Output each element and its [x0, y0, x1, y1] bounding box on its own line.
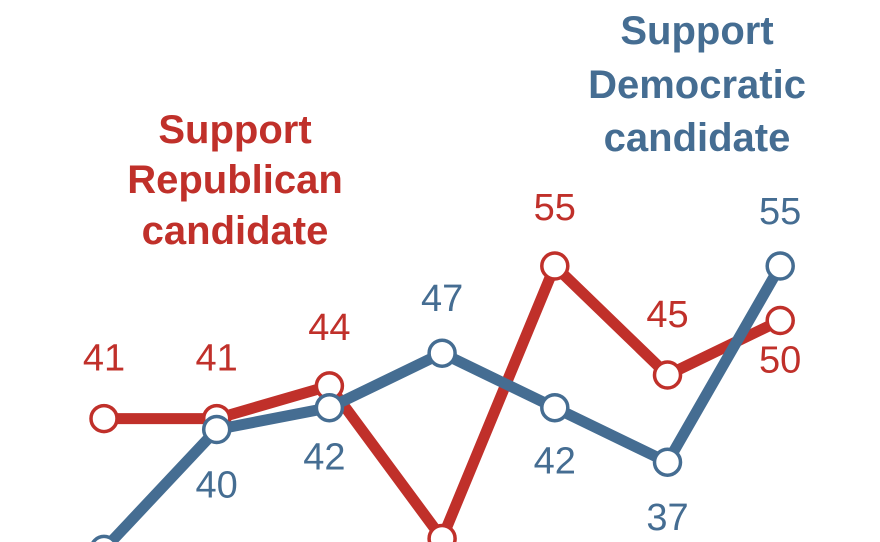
- democratic-point: [91, 534, 117, 542]
- republican-point: [89, 403, 119, 434]
- republican-value-label: 41: [83, 338, 125, 380]
- democratic-value-label: 40: [196, 465, 238, 507]
- republican-point: [427, 523, 457, 542]
- republican-point: [765, 305, 795, 336]
- democratic-point: [201, 414, 232, 445]
- democratic-point: [427, 338, 457, 368]
- series-labels: Support Republican candidate Support Dem…: [127, 9, 806, 253]
- democratic-value-label: 55: [759, 191, 801, 233]
- democratic-point: [652, 447, 683, 477]
- republican-label-line-1: Support: [158, 108, 311, 152]
- democratic-point: [540, 392, 570, 423]
- plot-area: 41 41 44 55 45 50 40 42 47 42 37 55: [83, 187, 801, 542]
- democratic-label-line-1: Support: [620, 9, 773, 53]
- republican-value-label: 50: [759, 340, 801, 382]
- democratic-value-label: 47: [421, 278, 463, 320]
- republican-label-line-2: Republican: [127, 158, 343, 202]
- democratic-value-label: 42: [303, 437, 345, 479]
- republican-value-label: 41: [196, 338, 238, 380]
- democratic-label-line-2: Democratic: [588, 63, 806, 107]
- democratic-value-label: 37: [646, 497, 688, 539]
- republican-value-label: 45: [646, 294, 688, 336]
- republican-value-label: 44: [308, 307, 350, 349]
- democratic-label-line-3: candidate: [604, 116, 791, 160]
- democratic-value-label: 42: [534, 441, 576, 483]
- republican-label-line-3: candidate: [142, 209, 329, 253]
- republican-value-label: 55: [534, 187, 576, 229]
- republican-point: [540, 251, 570, 281]
- democratic-point: [314, 392, 345, 423]
- democratic-series: 40 42 47 42 37 55: [91, 191, 801, 542]
- democratic-point: [765, 251, 795, 281]
- republican-point: [652, 360, 683, 390]
